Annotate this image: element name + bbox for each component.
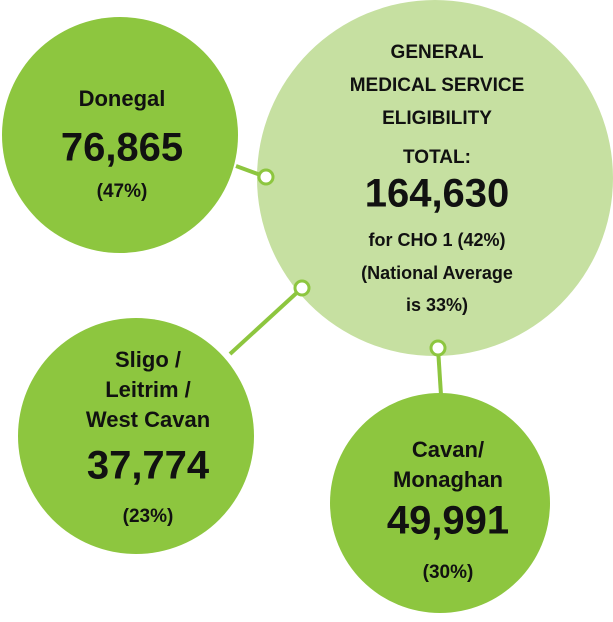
center-title: MEDICAL SERVICE bbox=[350, 75, 525, 96]
center-note: is 33%) bbox=[406, 295, 468, 315]
node-value: 37,774 bbox=[87, 444, 210, 488]
node-share: (47%) bbox=[97, 181, 148, 202]
total-value: 164,630 bbox=[365, 172, 510, 216]
sligo-circle bbox=[18, 318, 254, 554]
connector bbox=[228, 286, 304, 356]
connector-dot bbox=[257, 168, 275, 186]
center-title: ELIGIBILITY bbox=[382, 108, 492, 129]
connector-dot bbox=[429, 339, 447, 357]
node-value: 49,991 bbox=[387, 499, 509, 543]
center-title: GENERAL bbox=[391, 42, 484, 63]
node-share: (30%) bbox=[423, 562, 474, 583]
node-value: 76,865 bbox=[61, 126, 183, 170]
center-note: for CHO 1 (42%) bbox=[368, 230, 505, 250]
node-label: Leitrim / bbox=[105, 377, 191, 402]
total-label: TOTAL: bbox=[403, 147, 471, 168]
node-label: West Cavan bbox=[86, 407, 210, 432]
node-label: Cavan/ bbox=[412, 437, 484, 462]
node-label: Sligo / bbox=[115, 347, 181, 372]
center-circle bbox=[257, 0, 613, 356]
node-share: (23%) bbox=[123, 506, 174, 527]
connector-dot bbox=[293, 279, 311, 297]
donegal-circle bbox=[2, 17, 238, 253]
center-note: (National Average bbox=[361, 263, 513, 283]
node-label: Monaghan bbox=[393, 467, 503, 492]
node-label: Donegal bbox=[79, 86, 166, 111]
cavan-circle bbox=[330, 393, 550, 613]
